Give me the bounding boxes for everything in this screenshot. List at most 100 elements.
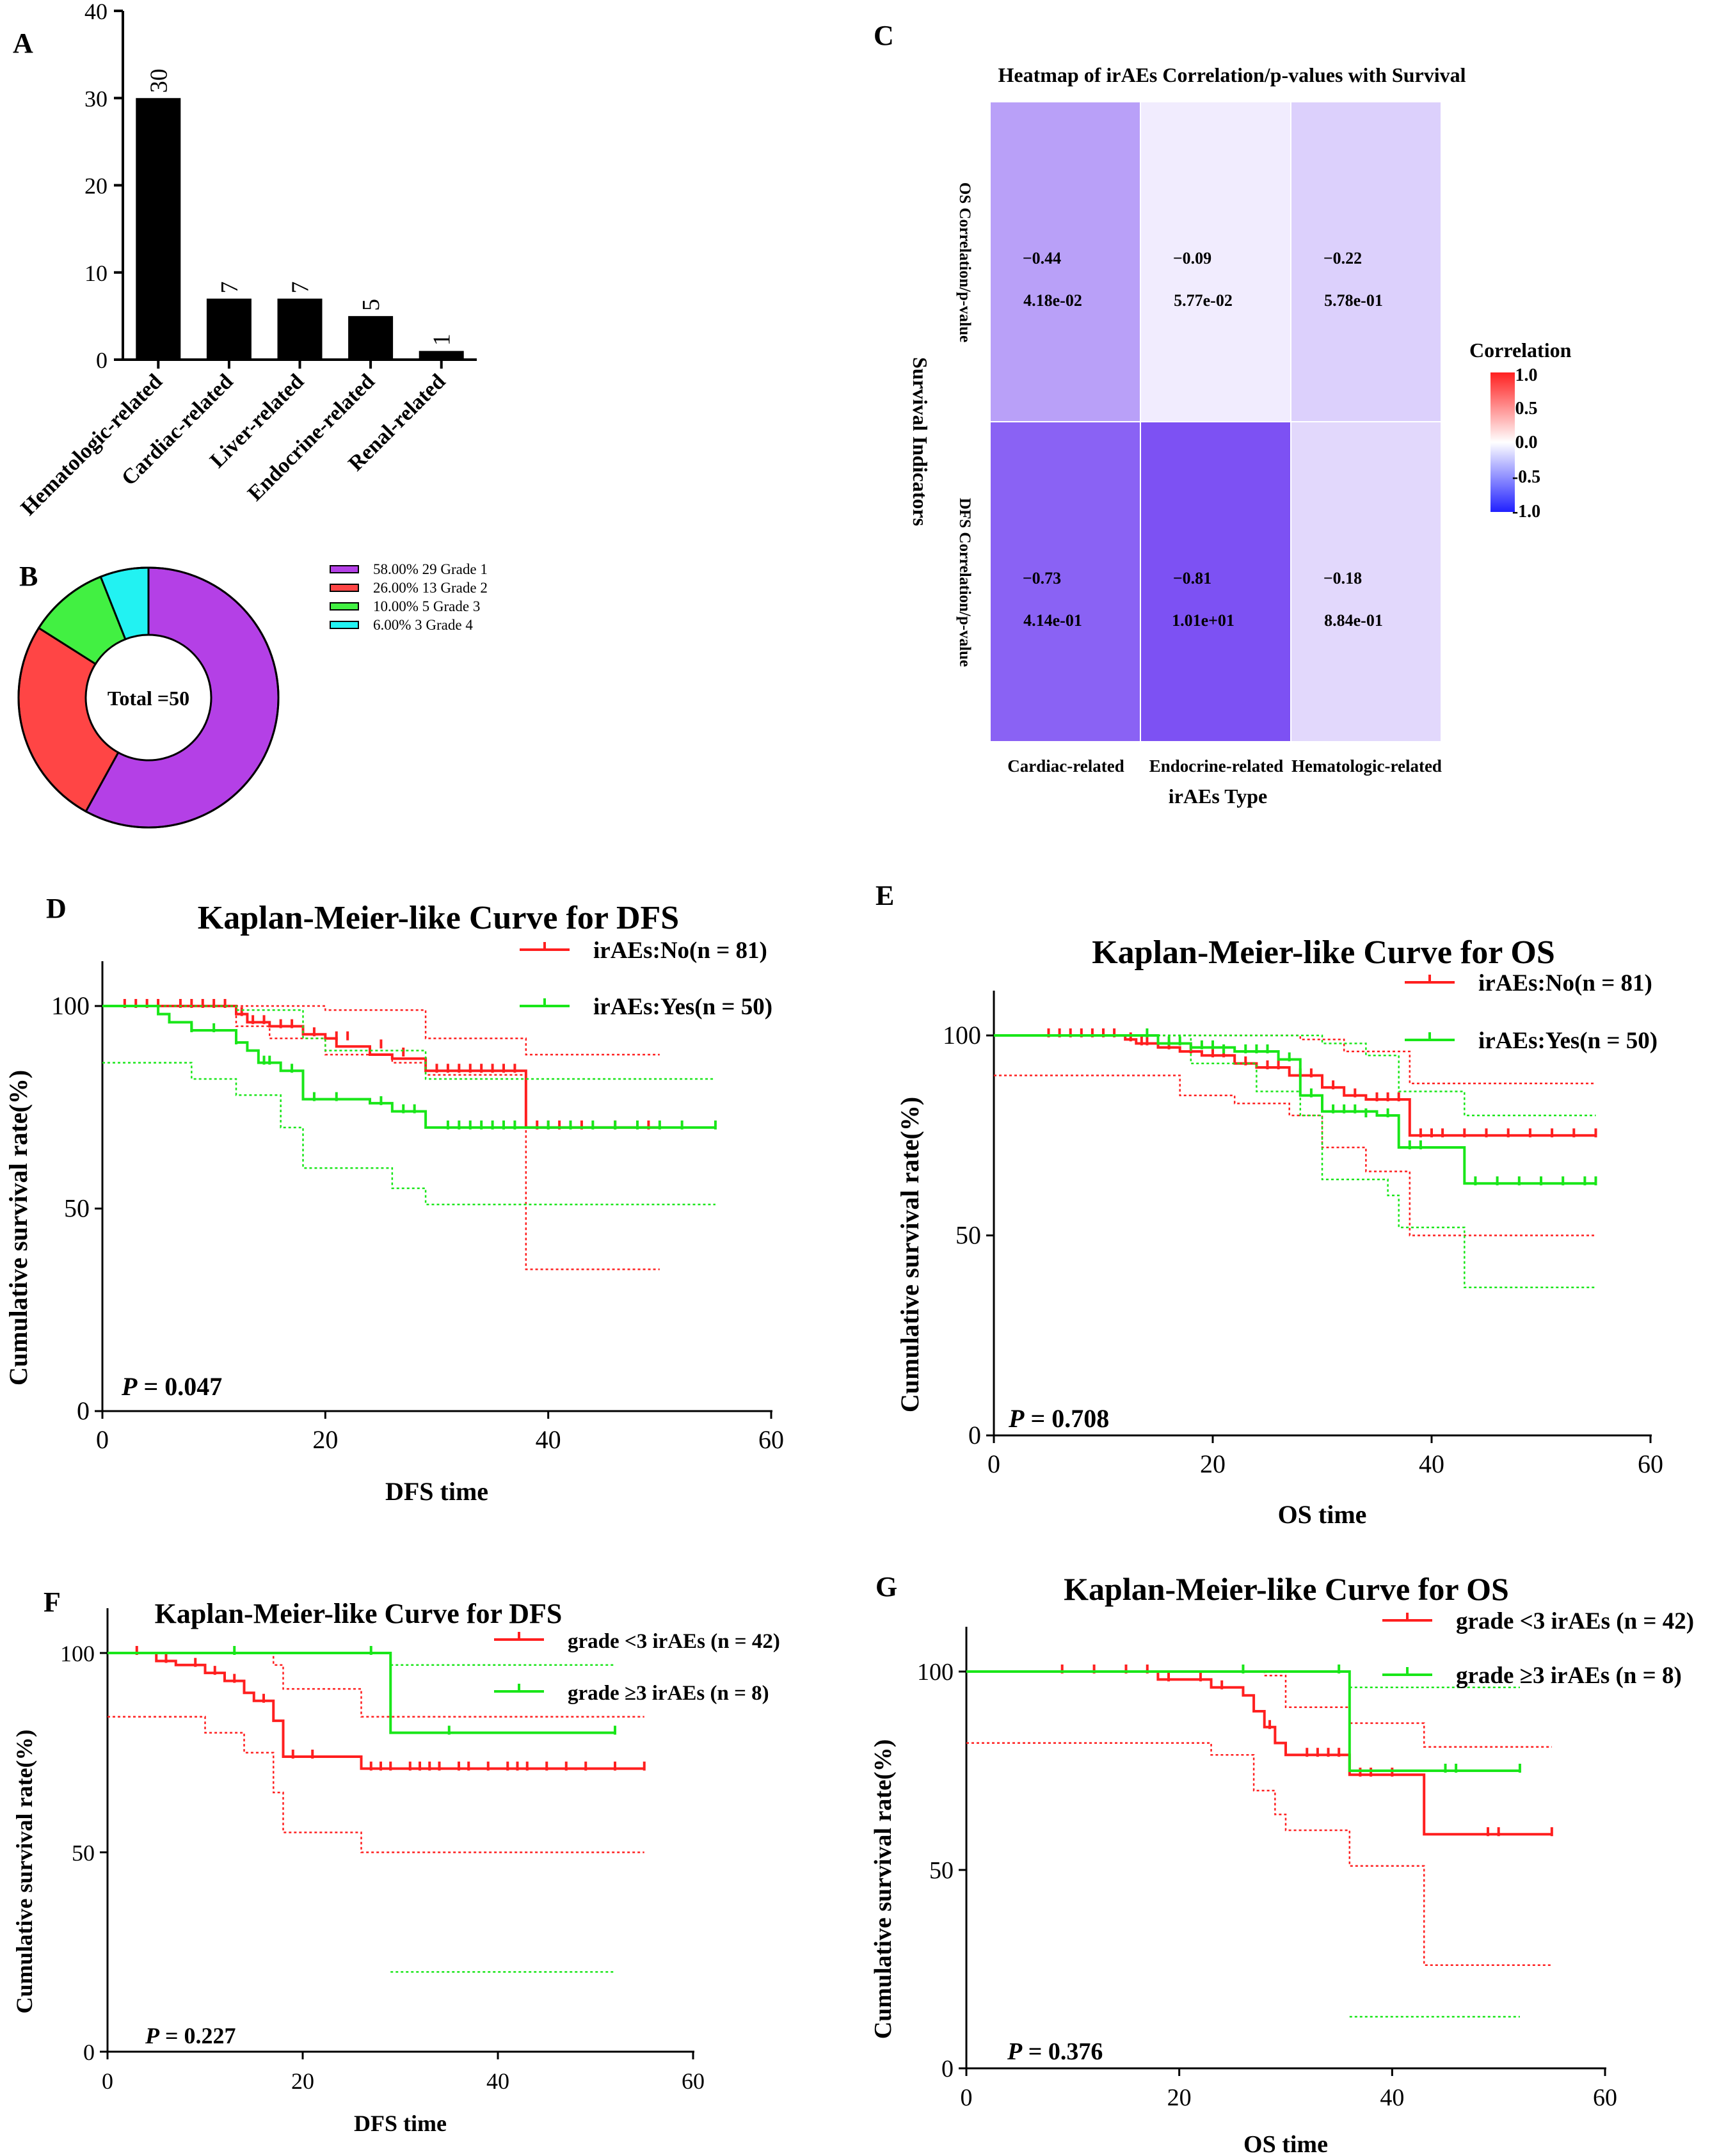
panel-letter-a: A: [13, 28, 33, 59]
bar: [136, 98, 181, 360]
p-value-text: = 0.047: [137, 1372, 222, 1401]
x-tick-label: 20: [291, 2068, 314, 2094]
colorbar-title: Correlation: [1469, 339, 1572, 362]
survival-curve: [102, 1005, 715, 1129]
p-value-symbol: P: [1007, 2038, 1023, 2065]
cell-correlation: −0.81: [1173, 569, 1211, 587]
chart-title: Kaplan-Meier-like Curve for OS: [1064, 1571, 1509, 1607]
ci-lower-line: [966, 1742, 1552, 1967]
y-axis-label: Cumulative survival rate(%): [870, 1739, 897, 2040]
panel-letter-c: C: [874, 20, 894, 51]
bar: [419, 351, 464, 360]
km-chart-g: 0 50 100 0 20 40 60 Kaplan-Meier-like Curve for…: [870, 1571, 1694, 2156]
p-value-label: P = 0.047: [121, 1372, 222, 1401]
legend-label: 10.00% 5 Grade 3: [373, 598, 480, 614]
legend-label: irAEs:No(n = 81): [593, 938, 767, 964]
p-value-symbol: P: [145, 2023, 160, 2048]
y-tick-label: 10: [84, 260, 108, 286]
y-axis-label: Cumulative survival rate(%): [895, 1097, 924, 1412]
y-axis-label: Cumulative survival rate(%): [12, 1730, 37, 2014]
heatmap-cell: [991, 102, 1140, 421]
chart-title: Kaplan-Meier-like Curve for DFS: [198, 900, 679, 936]
x-tick-label: 0: [961, 2084, 973, 2111]
km-chart-d: 0 50 100 0 20 40 60 Kaplan-Meier-like Curve for…: [4, 900, 784, 1506]
y-tick-label: 100: [943, 1021, 981, 1050]
ci-lower-line: [102, 1005, 660, 1270]
legend-label: irAEs:Yes(n = 50): [1478, 1028, 1658, 1054]
y-tick-label: 50: [955, 1221, 981, 1250]
y-tick-label: 0: [77, 1396, 90, 1425]
row-label: DFS Correlation/p-value: [956, 498, 973, 667]
y-tick-label: 20: [84, 173, 108, 199]
heatmap-cell: [1141, 102, 1290, 421]
chart-title: Kaplan-Meier-like Curve for DFS: [155, 1598, 563, 1629]
x-tick-label: 60: [1593, 2084, 1617, 2111]
panel-letter-b: B: [19, 561, 38, 592]
column-label: Hematologic-related: [1291, 756, 1442, 776]
ci-upper-line: [994, 1034, 1596, 1117]
x-tick-label: 40: [536, 1425, 561, 1454]
cell-correlation: −0.73: [1023, 569, 1061, 587]
legend-swatch: [330, 584, 359, 592]
ci-lower-line: [102, 1062, 715, 1206]
cell-correlation: −0.18: [1323, 569, 1362, 587]
heatmap-cell: [1291, 422, 1441, 741]
survival-curve: [108, 1652, 615, 1734]
p-value-text: = 0.708: [1024, 1404, 1109, 1433]
x-axis-label: OS time: [1243, 2131, 1328, 2156]
x-tick-label: 60: [682, 2068, 705, 2094]
panel-letter-d: D: [46, 893, 67, 924]
bar: [206, 298, 252, 360]
legend-label: 26.00% 13 Grade 2: [373, 580, 488, 596]
ci-upper-line: [966, 1670, 1552, 1748]
survival-curve: [102, 1005, 660, 1129]
km-chart-e: 0 50 100 0 20 40 60 Kaplan-Meier-like Curve for…: [895, 934, 1663, 1529]
ci-lower-line: [994, 1034, 1596, 1288]
legend-label: grade ≥3 irAEs (n = 8): [1456, 1663, 1682, 1689]
survival-curve: [108, 1652, 644, 1770]
legend-swatch: [330, 565, 359, 573]
ci-upper-line: [102, 1005, 660, 1056]
ci-upper-line: [102, 1005, 715, 1080]
bar-value-label: 7: [216, 282, 243, 294]
y-tick-label: 40: [84, 0, 108, 24]
bar-value-label: 7: [287, 282, 314, 294]
cell-pvalue: 5.78e-01: [1324, 291, 1383, 310]
y-axis-label: Cumulative survival rate(%): [4, 1070, 33, 1385]
cell-correlation: −0.22: [1323, 249, 1362, 268]
cell-pvalue: 5.77e-02: [1174, 291, 1233, 310]
legend-swatch: [330, 602, 359, 611]
y-tick-label: 0: [83, 2040, 95, 2065]
heatmap-title: Heatmap of irAEs Correlation/p-values wi…: [998, 63, 1466, 86]
legend-label: grade <3 irAEs (n = 42): [1456, 1608, 1694, 1634]
donut-center-label: Total =50: [108, 687, 189, 710]
x-tick-label: 40: [1419, 1449, 1444, 1478]
p-value-text: = 0.376: [1022, 2038, 1103, 2065]
y-tick-label: 50: [929, 1857, 954, 1884]
y-tick-label: 30: [84, 86, 108, 111]
x-tick-label: 40: [1380, 2084, 1404, 2111]
y-tick-label: 0: [968, 1421, 981, 1449]
column-label: Endocrine-related: [1149, 756, 1283, 776]
p-value-label: P = 0.708: [1008, 1404, 1109, 1433]
x-axis-label: OS time: [1278, 1500, 1367, 1529]
cell-pvalue: 1.01e+01: [1172, 611, 1235, 630]
x-tick-label: 40: [486, 2068, 509, 2094]
bar-value-label: 1: [429, 333, 456, 346]
colorbar-tick-label: -0.5: [1512, 467, 1540, 487]
x-tick-label: 0: [987, 1449, 1000, 1478]
heatmap-xlabel: irAEs Type: [1169, 785, 1267, 808]
heatmap-cell: [1141, 422, 1290, 741]
legend-label: grade <3 irAEs (n = 42): [568, 1630, 780, 1653]
legend-label: irAEs:Yes(n = 50): [593, 994, 772, 1020]
p-value-symbol: P: [121, 1372, 138, 1401]
colorbar-tick-label: 1.0: [1515, 365, 1538, 385]
y-tick-label: 0: [941, 2056, 954, 2082]
heatmap-cell: [1291, 102, 1441, 421]
p-value-label: P = 0.227: [145, 2023, 236, 2048]
p-value-label: P = 0.376: [1007, 2038, 1103, 2065]
ci-lower-line: [994, 1074, 1596, 1236]
x-tick-label: 60: [758, 1425, 784, 1454]
colorbar-tick-label: 0.0: [1515, 433, 1538, 452]
row-label: OS Correlation/p-value: [956, 182, 973, 342]
